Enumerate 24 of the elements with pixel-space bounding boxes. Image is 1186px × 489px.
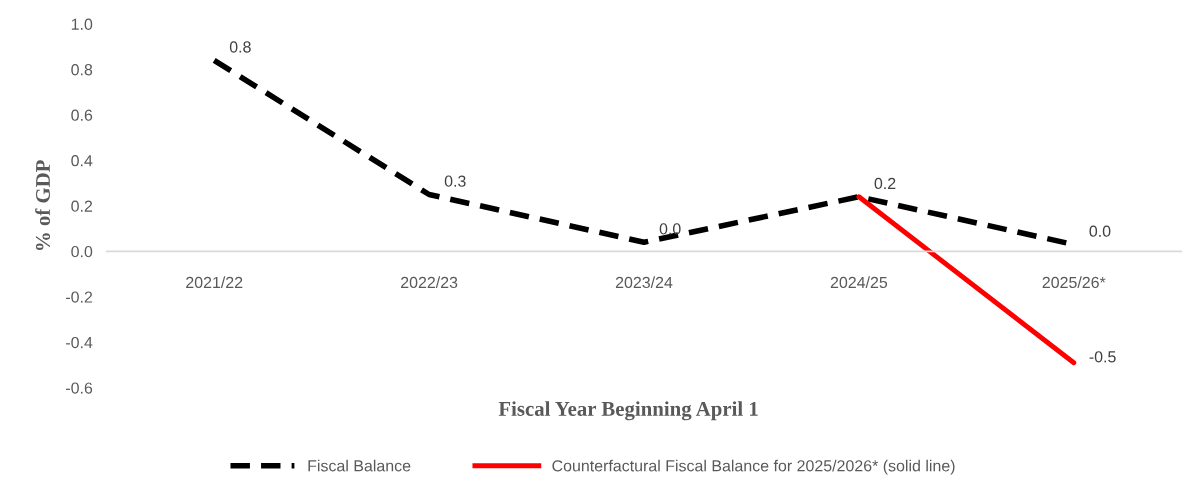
x-tick-label: 2023/24 (615, 276, 673, 289)
y-tick-label: 0.2 (71, 200, 93, 212)
y-tick-label: -0.4 (66, 336, 93, 349)
x-tick-label: 2021/22 (186, 276, 243, 289)
y-tick-label: -0.2 (66, 291, 93, 303)
y-tick-label: 0.6 (71, 109, 93, 121)
y-tick-label: 0.0 (71, 245, 93, 258)
data-label: 0.2 (874, 177, 896, 190)
legend-label: Fiscal Balance (308, 459, 411, 472)
x-axis-title: Fiscal Year Beginning April 1 (498, 401, 758, 421)
x-tick-label: 2025/26* (1042, 276, 1106, 289)
y-axis-title: % of GDP (35, 160, 51, 251)
y-tick-label: 0.4 (71, 155, 93, 167)
data-label: -0.5 (1089, 351, 1116, 363)
y-tick-label: -0.6 (66, 382, 93, 394)
x-tick-label: 2022/23 (401, 276, 458, 289)
data-label: 0.3 (444, 175, 466, 187)
legend-label: Counterfactural Fiscal Balance for 2025/2026* (solid line) (552, 459, 955, 475)
y-tick-label: 1.0 (71, 18, 93, 30)
y-tick-label: 0.8 (71, 64, 93, 76)
data-label: 0.0 (1089, 225, 1111, 237)
x-tick-label: 2024/25 (830, 276, 888, 289)
data-label: 0.8 (229, 41, 251, 53)
data-label: 0.0 (659, 223, 681, 235)
